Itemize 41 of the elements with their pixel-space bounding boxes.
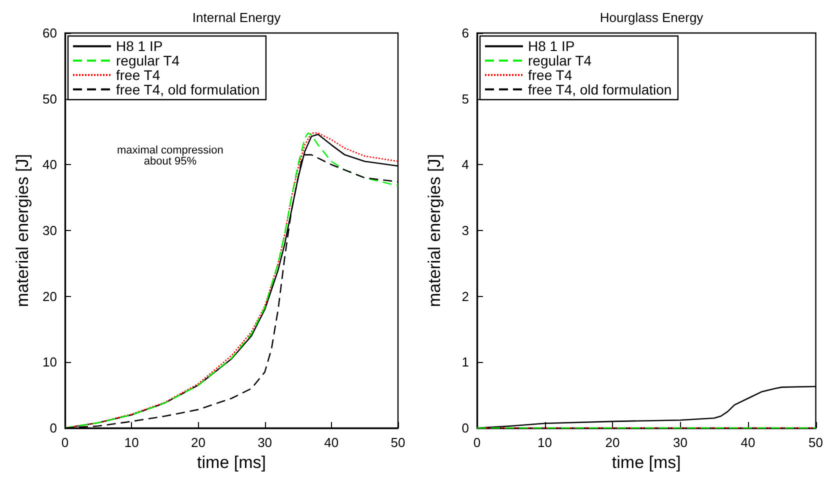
y-tick-label: 0 [462, 420, 469, 436]
y-tick-label: 4 [462, 157, 469, 172]
y-tick-label: 60 [42, 26, 57, 40]
y-tick-label: 40 [42, 157, 57, 172]
y-tick-label: 5 [462, 91, 469, 106]
y-tick-label: 0 [50, 420, 57, 436]
x-tick-label: 40 [324, 435, 339, 450]
y-tick-label: 2 [462, 288, 469, 304]
legend-label: free T4 [116, 67, 160, 83]
x-tick-label: 0 [473, 435, 481, 450]
x-tick-label: 20 [190, 435, 206, 450]
annotation: maximal compression about 95% [116, 144, 224, 168]
y-tick-label: 1 [462, 354, 469, 370]
y-tick-label: 6 [462, 26, 469, 40]
legend-label: free T4 [528, 67, 572, 83]
x-tick-label: 40 [740, 435, 756, 450]
y-tick-label: 3 [462, 223, 469, 238]
legend-label: regular T4 [528, 52, 592, 69]
x-tick-label: 30 [258, 435, 272, 450]
x-axis-title: time [ms] [612, 452, 681, 472]
x-tick-label: 50 [808, 435, 824, 450]
x-tick-label: 30 [673, 435, 688, 450]
x-tick-label: 10 [538, 435, 552, 450]
legend-label: free T4, old formulation [116, 81, 260, 98]
chart-title: Hourglass Energy [600, 10, 704, 25]
y-axis-title: material energies [J] [425, 154, 444, 308]
x-tick-label: 10 [124, 435, 139, 450]
legend-label: H8 1 IP [528, 38, 575, 54]
chart-title: Internal Energy [192, 10, 282, 25]
y-tick-label: 50 [42, 91, 57, 106]
legend-label: free T4, old formulation [528, 81, 672, 98]
y-tick-label: 20 [42, 288, 57, 304]
legend-label: regular T4 [116, 52, 180, 69]
x-axis-title: time [ms] [197, 452, 266, 472]
x-tick-label: 0 [61, 435, 69, 450]
x-tick-label: 20 [605, 435, 620, 450]
y-axis-title: material energies [J] [13, 154, 32, 308]
x-tick-label: 50 [390, 435, 406, 450]
y-tick-label: 10 [42, 354, 57, 370]
legend-label: H8 1 IP [116, 38, 163, 54]
y-tick-label: 30 [42, 223, 57, 238]
